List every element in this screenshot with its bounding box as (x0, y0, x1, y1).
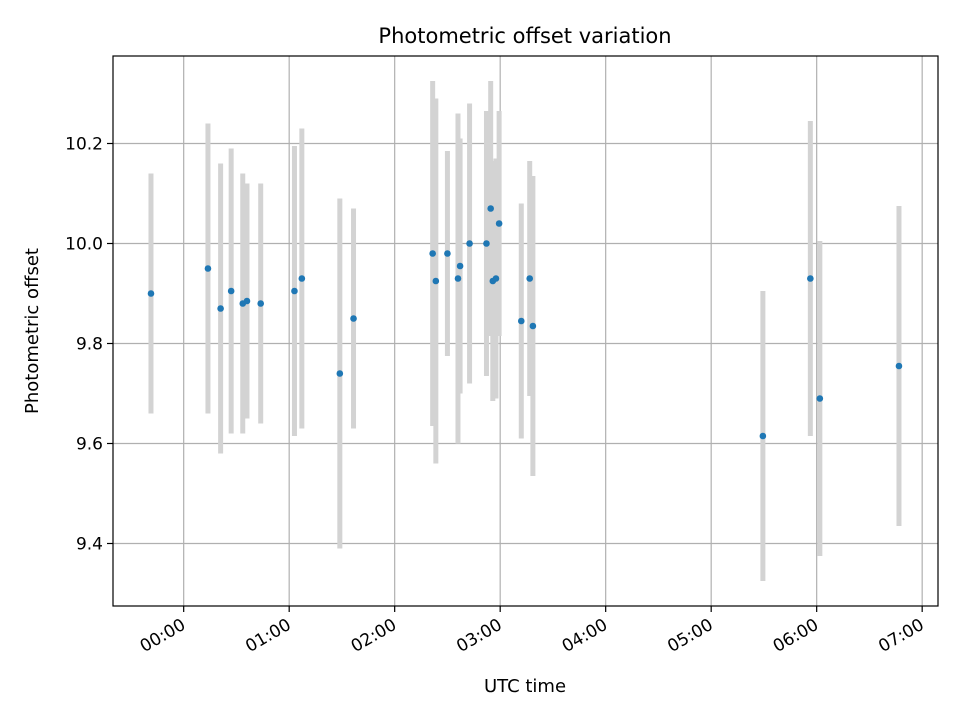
y-tick-label: 9.8 (76, 335, 103, 355)
data-points (147, 205, 903, 440)
data-point (492, 275, 500, 282)
y-tick-label: 9.6 (76, 435, 103, 455)
data-point (456, 262, 464, 270)
data-point (444, 250, 451, 257)
data-point (529, 322, 537, 330)
data-point (298, 275, 306, 282)
data-point (816, 395, 824, 402)
data-point (495, 220, 503, 227)
data-point (895, 362, 903, 370)
data-point (350, 315, 357, 322)
data-point (227, 287, 235, 295)
data-point (466, 240, 473, 247)
data-point (429, 250, 436, 257)
data-point (147, 290, 155, 297)
data-point (217, 305, 224, 312)
data-point (487, 205, 494, 212)
plot-frame (112, 55, 939, 607)
y-axis-label: Photometric offset (22, 248, 43, 414)
y-tick-label: 10.0 (65, 235, 103, 255)
chart-title: Photometric offset variation (378, 24, 671, 48)
y-tick-label: 9.4 (76, 535, 103, 555)
data-point (526, 275, 534, 282)
x-axis-label: UTC time (484, 676, 566, 697)
data-point (807, 275, 814, 282)
data-point (454, 275, 462, 282)
grid (113, 56, 938, 606)
data-point (483, 240, 490, 247)
data-point (291, 287, 298, 295)
data-point (432, 277, 440, 285)
data-point (517, 317, 525, 325)
data-point (243, 297, 251, 305)
data-point (257, 300, 264, 307)
data-point (336, 370, 344, 377)
data-point (759, 432, 767, 440)
y-tick-label: 10.2 (65, 135, 103, 155)
data-point (204, 265, 212, 272)
